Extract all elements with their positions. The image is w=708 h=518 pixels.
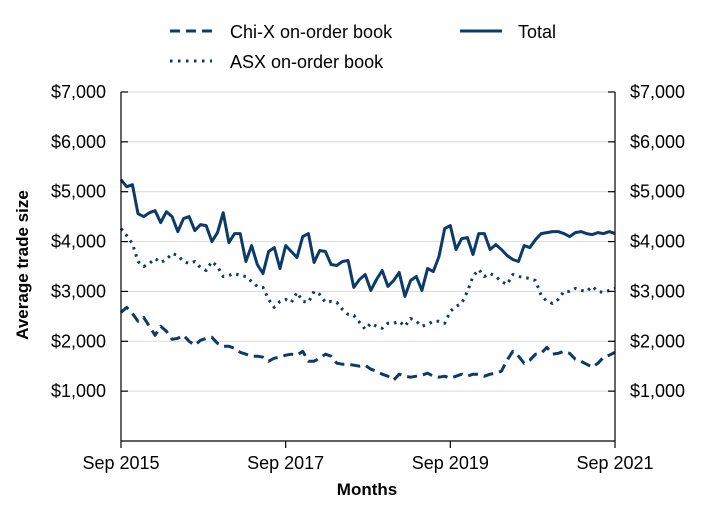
y-tick-label-left-3: $4,000 bbox=[51, 232, 106, 252]
legend-label-chix: Chi-X on-order book bbox=[230, 22, 393, 42]
legend: Chi-X on-order book ASX on-order book To… bbox=[170, 22, 556, 72]
y-tick-label-left-6: $7,000 bbox=[51, 82, 106, 102]
y-tick-label-left-1: $2,000 bbox=[51, 331, 106, 351]
x-tick-label-2: Sep 2019 bbox=[412, 453, 489, 473]
y-tick-label-right-6: $7,000 bbox=[630, 82, 685, 102]
x-ticks: Sep 2015 Sep 2017 Sep 2019 Sep 2021 bbox=[82, 441, 654, 473]
y-tick-label-right-0: $1,000 bbox=[630, 381, 685, 401]
legend-label-total: Total bbox=[518, 22, 556, 42]
gridlines bbox=[121, 91, 615, 392]
y-tick-label-right-2: $3,000 bbox=[630, 281, 685, 301]
y-ticks-left: $1,000 $2,000 $3,000 $4,000 $5,000 $6,000 $7,0… bbox=[51, 82, 128, 401]
x-tick-label-3: Sep 2021 bbox=[576, 453, 653, 473]
y-ticks-right: $1,000 $2,000 $3,000 $4,000 $5,000 $6,000 $7,0… bbox=[608, 82, 685, 401]
y-tick-label-left-2: $3,000 bbox=[51, 281, 106, 301]
y-tick-label-right-4: $5,000 bbox=[630, 182, 685, 202]
y-tick-label-left-4: $5,000 bbox=[51, 182, 106, 202]
x-tick-label-1: Sep 2017 bbox=[247, 453, 324, 473]
y-axis-title: Average trade size bbox=[13, 190, 32, 340]
y-tick-label-right-3: $4,000 bbox=[630, 232, 685, 252]
y-tick-label-left-0: $1,000 bbox=[51, 381, 106, 401]
legend-label-asx: ASX on-order book bbox=[230, 52, 384, 72]
series-line-total bbox=[119, 178, 616, 298]
axes bbox=[120, 92, 616, 442]
y-tick-label-left-5: $6,000 bbox=[51, 132, 106, 152]
y-tick-label-right-5: $6,000 bbox=[630, 132, 685, 152]
x-axis-title: Months bbox=[337, 480, 397, 499]
y-tick-label-right-1: $2,000 bbox=[630, 331, 685, 351]
series-layer bbox=[119, 178, 616, 382]
series-line-chi-x-on-order-book bbox=[120, 305, 616, 382]
x-tick-label-0: Sep 2015 bbox=[82, 453, 159, 473]
